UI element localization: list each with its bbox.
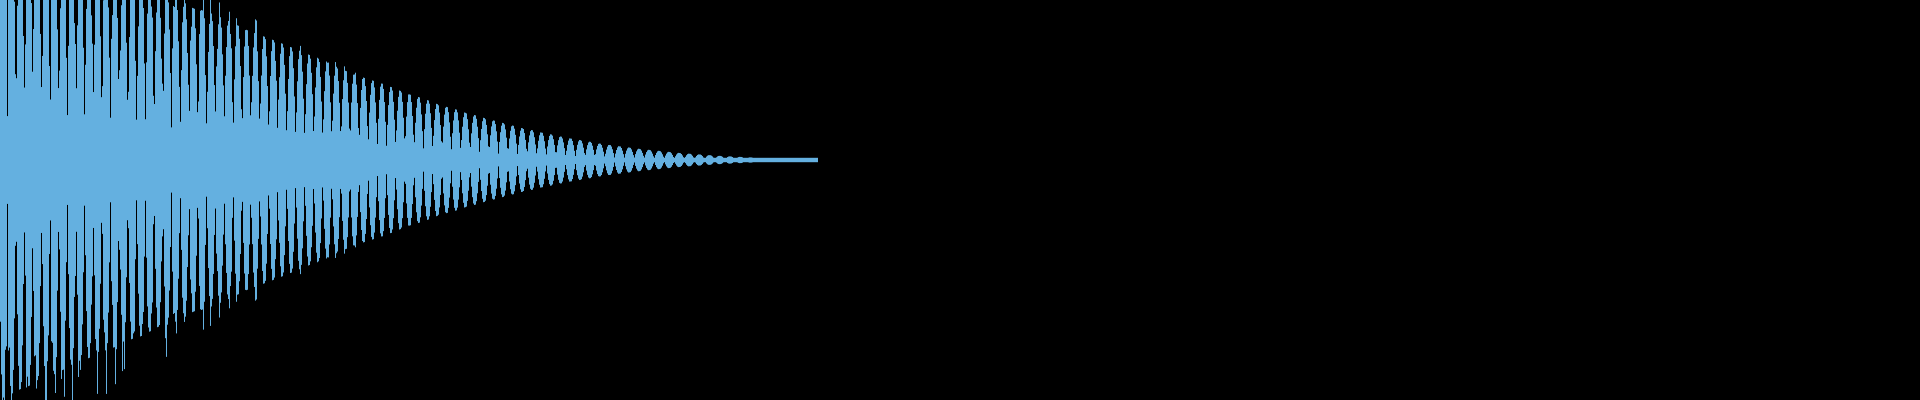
waveform-sample-bars xyxy=(0,0,818,400)
